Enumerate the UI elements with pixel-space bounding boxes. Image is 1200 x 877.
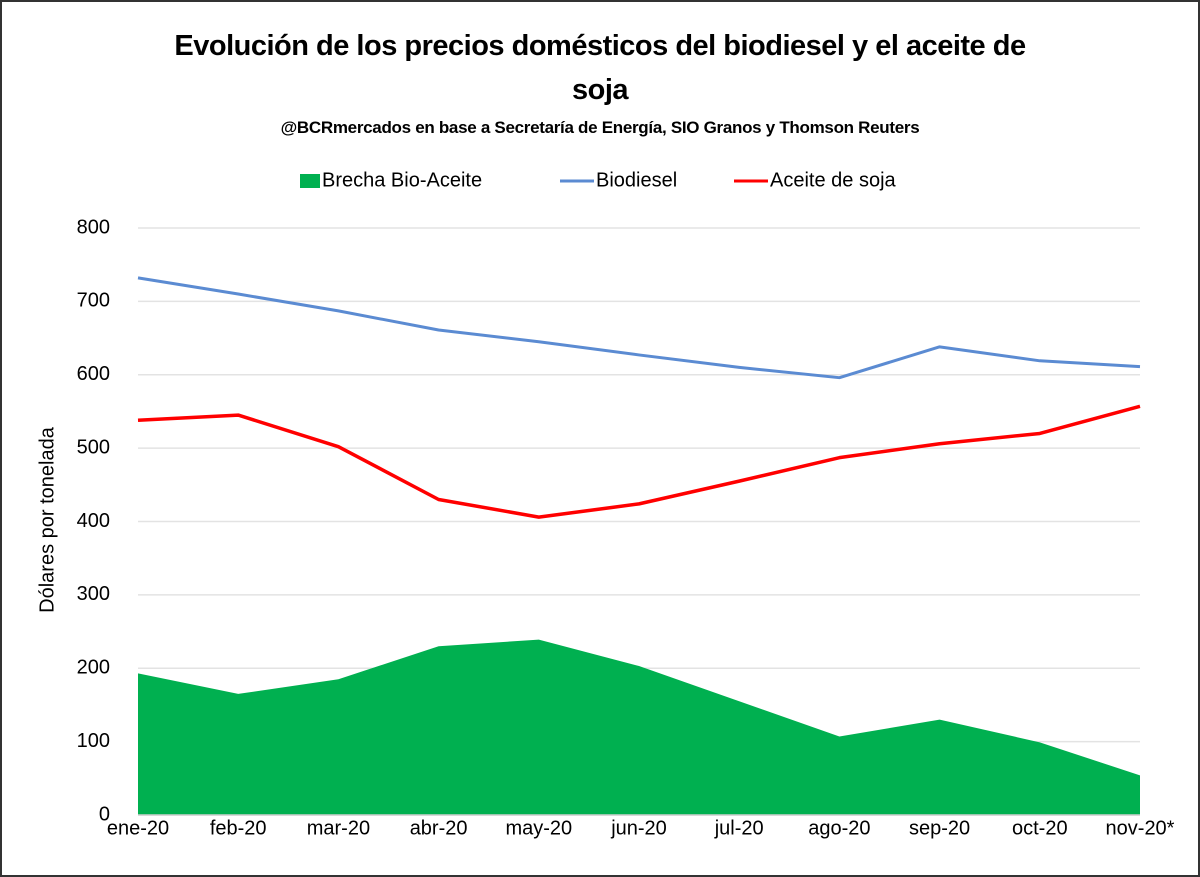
- x-tick-label: sep-20: [909, 817, 970, 839]
- line: [137, 404, 1141, 519]
- legend-swatch: [300, 174, 320, 188]
- chart-subtitle: @BCRmercados en base a Secretaría de Ene…: [280, 118, 920, 137]
- y-tick-label: 100: [77, 730, 110, 752]
- x-tick-label: jul-20: [714, 817, 764, 839]
- legend-label: Aceite de soja: [770, 169, 897, 191]
- x-tick-label: oct-20: [1012, 817, 1068, 839]
- legend-label: Biodiesel: [596, 169, 677, 191]
- x-tick-label: feb-20: [210, 817, 267, 839]
- y-tick-label: 0: [99, 803, 110, 825]
- y-tick-label: 500: [77, 436, 110, 458]
- line: [137, 276, 1141, 380]
- y-tick-label: 200: [77, 657, 110, 679]
- y-tick-label: 700: [77, 290, 110, 312]
- x-tick-label: may-20: [505, 817, 572, 839]
- y-tick-label: 300: [77, 583, 110, 605]
- x-tick-label: ene-20: [107, 817, 169, 839]
- x-tick-label: ago-20: [808, 817, 870, 839]
- y-tick-label: 600: [77, 363, 110, 385]
- x-tick-label: jun-20: [610, 817, 667, 839]
- y-tick-label: 800: [77, 216, 110, 238]
- chart-title: Evolución de los precios domésticos del …: [174, 30, 1026, 106]
- x-tick-label: mar-20: [307, 817, 370, 839]
- legend-label: Brecha Bio-Aceite: [322, 169, 482, 191]
- x-tick-label: abr-20: [410, 817, 468, 839]
- area: [138, 639, 1140, 815]
- y-axis-label: Dólares por tonelada: [36, 426, 58, 613]
- x-tick-label: nov-20*: [1106, 817, 1175, 839]
- y-tick-label: 400: [77, 510, 110, 532]
